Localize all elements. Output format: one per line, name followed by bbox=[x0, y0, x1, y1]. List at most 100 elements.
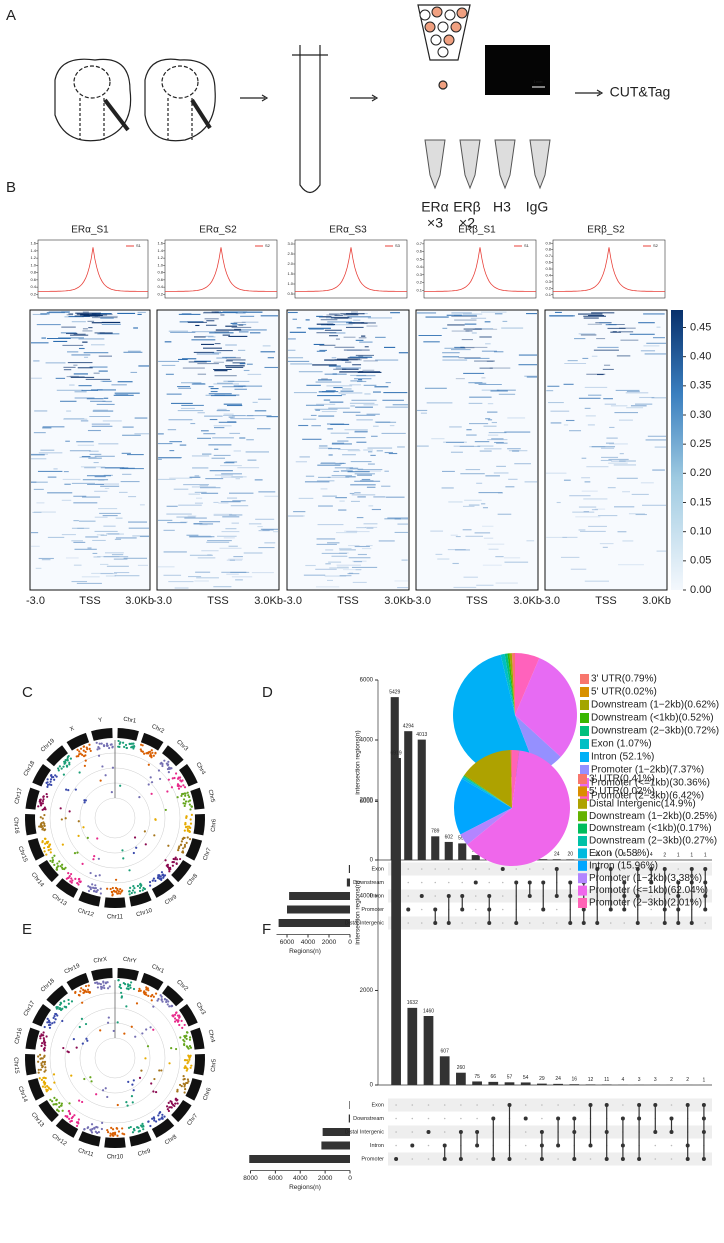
matrix-dot bbox=[669, 1116, 674, 1121]
peak-dot bbox=[43, 824, 46, 827]
y-tick-label: 1.0 bbox=[157, 262, 163, 267]
peak-dot bbox=[189, 1046, 193, 1049]
bar bbox=[404, 731, 413, 860]
peak-dot bbox=[174, 1047, 178, 1051]
matrix-dot bbox=[568, 921, 573, 925]
chromosome-label: Chr17 bbox=[14, 787, 24, 805]
legend-label: Exon (1.07%) bbox=[591, 739, 652, 750]
peak-dot bbox=[63, 1000, 66, 1003]
peak-dot bbox=[135, 1002, 139, 1005]
bar bbox=[417, 739, 426, 860]
chromosome-label: Chr5 bbox=[207, 789, 216, 804]
matrix-dot-empty bbox=[407, 922, 410, 924]
legend-swatch bbox=[580, 713, 589, 723]
peak-dot bbox=[84, 750, 87, 753]
matrix-dot-empty bbox=[623, 922, 626, 924]
peak-dot bbox=[111, 1128, 115, 1131]
chromosome-label: Chr3 bbox=[175, 739, 189, 753]
matrix-dot bbox=[649, 880, 654, 885]
peak-dot bbox=[39, 816, 42, 819]
legend-label: Downstream (<1kb)(0.52%) bbox=[591, 713, 714, 724]
peak-dot bbox=[80, 987, 83, 990]
matrix-dot bbox=[604, 1130, 609, 1134]
peak-dot bbox=[152, 877, 156, 880]
chromosome-segment bbox=[104, 1137, 126, 1148]
matrix-dot bbox=[703, 867, 708, 871]
peak-dot bbox=[142, 1128, 145, 1131]
peak-dot bbox=[40, 1057, 43, 1060]
y-tick-label: 0.2 bbox=[416, 280, 422, 285]
peak-dot bbox=[108, 746, 111, 750]
peak-dot bbox=[184, 792, 187, 795]
group-count: ×3 bbox=[427, 215, 443, 231]
peak-dot bbox=[39, 1037, 42, 1040]
matrix-dot bbox=[588, 1103, 593, 1107]
peak-dot bbox=[185, 841, 188, 844]
matrix-dot-empty bbox=[528, 922, 531, 924]
matrix-dot-empty bbox=[476, 1158, 478, 1160]
matrix-dot bbox=[676, 894, 681, 898]
chromosome-label: X bbox=[69, 726, 75, 733]
peak-dot bbox=[78, 771, 81, 774]
legend-label: Promoter (<=1kb)(62.04%) bbox=[589, 885, 708, 896]
peak-dot bbox=[78, 750, 81, 753]
set-bar bbox=[346, 878, 350, 887]
matrix-dot-empty bbox=[541, 1117, 543, 1120]
peak-dot bbox=[89, 1076, 92, 1079]
legend-swatch bbox=[578, 885, 587, 896]
peak-dot bbox=[84, 1022, 88, 1026]
chromosome-segment bbox=[179, 1004, 198, 1027]
peak-dot bbox=[95, 741, 98, 744]
peak-dot bbox=[183, 1035, 186, 1038]
peak-dot bbox=[158, 877, 161, 880]
peak-dot bbox=[56, 1006, 59, 1009]
peak-dot bbox=[110, 791, 113, 794]
peak-dot bbox=[141, 1032, 144, 1035]
matrix-dot-empty bbox=[427, 1117, 430, 1120]
chromosome-segment bbox=[27, 838, 45, 861]
peak-dot bbox=[99, 985, 103, 988]
matrix-dot-empty bbox=[427, 1104, 430, 1106]
matrix-dot bbox=[487, 894, 492, 898]
matrix-dot bbox=[572, 1157, 577, 1161]
peak-dot bbox=[171, 864, 174, 867]
x-tick-label: TSS bbox=[79, 595, 100, 607]
value-label: 789 bbox=[431, 829, 440, 835]
x-tick-label: TSS bbox=[466, 595, 487, 607]
matrix-dot bbox=[491, 1116, 496, 1121]
chromosome-segment bbox=[193, 813, 205, 836]
matrix-dot bbox=[588, 1143, 593, 1148]
peak-dot bbox=[44, 1066, 47, 1069]
peak-dot bbox=[109, 1132, 112, 1135]
peak-dot bbox=[149, 884, 152, 887]
peak-dot bbox=[114, 878, 118, 881]
peak-dot bbox=[132, 1128, 136, 1131]
peak-dot bbox=[186, 827, 189, 831]
legend-label: Distal Intergenic(14.9%) bbox=[589, 798, 696, 809]
peak-dot bbox=[118, 985, 121, 988]
peak-dot bbox=[182, 798, 186, 801]
peak-dot bbox=[61, 1019, 64, 1023]
pie-slice bbox=[461, 776, 512, 808]
peak-dot bbox=[150, 1082, 153, 1085]
legend-label: S1 bbox=[136, 243, 142, 248]
peak-dot bbox=[141, 744, 144, 747]
peak-dot bbox=[190, 813, 193, 816]
legend-swatch bbox=[580, 752, 589, 762]
chromosome-label: Chr2 bbox=[151, 724, 166, 735]
colorbar-label: 0.15 bbox=[690, 496, 711, 508]
matrix-dot-empty bbox=[411, 1117, 414, 1120]
peak-dot bbox=[143, 752, 146, 755]
peak-dot bbox=[100, 987, 103, 990]
matrix-dot bbox=[487, 921, 492, 925]
peak-dot bbox=[99, 779, 102, 782]
chromosome-label: Chr9 bbox=[164, 894, 179, 907]
peak-dot bbox=[139, 882, 142, 886]
value-label: 24 bbox=[554, 852, 560, 858]
peak-dot bbox=[54, 1018, 57, 1021]
peak-dot bbox=[145, 988, 148, 991]
bar bbox=[423, 1016, 434, 1085]
peak-dot bbox=[151, 1117, 154, 1120]
peak-dot bbox=[141, 1122, 144, 1125]
peak-dot bbox=[188, 803, 191, 806]
